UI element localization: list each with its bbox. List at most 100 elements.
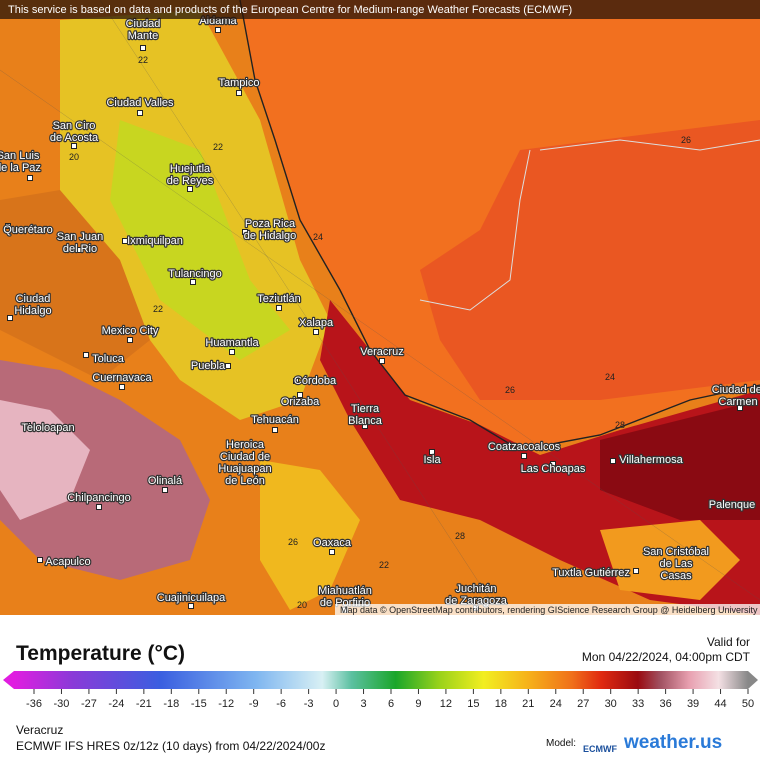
city-marker xyxy=(27,175,33,181)
city-marker xyxy=(242,229,248,235)
city-label: de León xyxy=(225,475,265,487)
city-marker xyxy=(119,384,125,390)
colorbar-tick-label: -6 xyxy=(276,698,286,710)
notice: This service is based on data and produc… xyxy=(8,4,572,16)
colorbar-tick-label: -24 xyxy=(108,698,124,710)
contour-label: 26 xyxy=(288,537,298,547)
colorbar xyxy=(14,671,748,689)
city-label: Palenque xyxy=(709,499,756,511)
city-label: Chilpancingo xyxy=(67,492,131,504)
city-label: San Juan xyxy=(57,231,103,243)
city-marker xyxy=(7,315,13,321)
colorbar-tick-label: -27 xyxy=(81,698,97,710)
city-marker xyxy=(550,461,556,467)
city-label: Tulancingo xyxy=(168,268,221,280)
city-label: Las Choapas xyxy=(521,463,586,475)
city-marker xyxy=(272,427,278,433)
city-label: Hidalgo xyxy=(14,305,51,317)
city-marker xyxy=(190,279,196,285)
colorbar-tick-label: 9 xyxy=(415,698,421,710)
legend-title: Temperature (°C) xyxy=(16,642,185,665)
contour-label: 20 xyxy=(69,152,79,162)
city-label: Olinalá xyxy=(148,475,183,487)
city-label: de Reyes xyxy=(167,175,214,187)
city-label: Teziutlán xyxy=(257,293,300,305)
city-marker xyxy=(229,349,235,355)
city-label: Tehuacán xyxy=(251,414,299,426)
city-label: Tuxtla Gutiérrez xyxy=(552,567,630,579)
colorbar-tick-label: -36 xyxy=(26,698,42,710)
city-label: Poza Rica xyxy=(245,218,296,230)
colorbar-tick-label: 33 xyxy=(632,698,644,710)
city-label: de Acosta xyxy=(50,132,99,144)
city-label: Ciudad del xyxy=(712,384,760,396)
city-marker xyxy=(276,305,282,311)
city-marker xyxy=(429,449,435,455)
legend: Temperature (°C) Valid for Mon 04/22/202… xyxy=(3,635,758,754)
colorbar-tick-label: 50 xyxy=(742,698,754,710)
notice-bar xyxy=(0,0,760,19)
colorbar-tick-label: -9 xyxy=(249,698,259,710)
city-label: Puebla xyxy=(191,360,226,372)
city-marker xyxy=(313,329,319,335)
city-marker xyxy=(521,453,527,459)
contour-label: 22 xyxy=(213,142,223,152)
attribution: Map data © OpenStreetMap contributors, r… xyxy=(340,605,758,615)
city-label: Querétaro xyxy=(3,224,53,236)
city-label: Juchitán xyxy=(456,583,497,595)
colorbar-tick-label: -15 xyxy=(191,698,207,710)
contour-label: 24 xyxy=(313,232,323,242)
city-marker xyxy=(225,363,231,369)
city-label: Miahuatlán xyxy=(318,585,372,597)
city-marker xyxy=(187,186,193,192)
isotherm xyxy=(419,139,760,311)
model-run: ECMWF IFS HRES 0z/12z (10 days) from 04/… xyxy=(16,739,325,753)
city-marker xyxy=(188,603,194,609)
city-label: Ciudad de xyxy=(220,451,270,463)
city-label: Huamantla xyxy=(205,337,259,349)
city-marker xyxy=(633,568,639,574)
city-marker xyxy=(140,45,146,51)
city-label: San Luis xyxy=(0,150,40,162)
colorbar-tick-label: 27 xyxy=(577,698,589,710)
colorbar-tick-label: -21 xyxy=(136,698,152,710)
city-marker xyxy=(137,110,143,116)
city-marker xyxy=(379,358,385,364)
city-label: de la Paz xyxy=(0,162,41,174)
colorbar-tick-label: 44 xyxy=(714,698,726,710)
colorbar-tick-label: 39 xyxy=(687,698,699,710)
city-label: Ciudad xyxy=(126,18,161,30)
colorbar-tick-label: -3 xyxy=(304,698,314,710)
tabasco xyxy=(600,400,760,520)
city-label: de Hidalgo xyxy=(244,230,297,242)
warm-sea xyxy=(420,120,760,400)
city-marker xyxy=(236,90,242,96)
colorbar-tick-label: 0 xyxy=(333,698,339,710)
city-label: Mante xyxy=(128,30,159,42)
city-label: Coatzacoalcos xyxy=(488,441,561,453)
city-marker xyxy=(297,392,303,398)
city-marker xyxy=(37,557,43,563)
city-marker xyxy=(362,423,368,429)
boundary xyxy=(0,0,760,616)
contour-label: 28 xyxy=(615,420,625,430)
colorbar-tick-label: -30 xyxy=(54,698,70,710)
colorbar-tick-label: -18 xyxy=(163,698,179,710)
city-label: Heroica xyxy=(226,439,265,451)
colorbar-tick-label: 6 xyxy=(388,698,394,710)
city-marker xyxy=(215,27,221,33)
city-label: Oaxaca xyxy=(313,537,352,549)
colorbar-tick-label: 18 xyxy=(495,698,507,710)
city-label: Carmen xyxy=(718,396,757,408)
colorbar-arrow-low xyxy=(3,671,14,689)
contour-label: 22 xyxy=(379,560,389,570)
city-marker xyxy=(25,422,31,428)
city-label: Teloloapan xyxy=(21,422,74,434)
city-label: San Cristóbal xyxy=(643,546,709,558)
city-label: de Las xyxy=(659,558,693,570)
colorbar-arrow-high xyxy=(748,671,758,689)
attribution-bar xyxy=(335,604,760,615)
chiapas-highlands xyxy=(600,520,740,600)
